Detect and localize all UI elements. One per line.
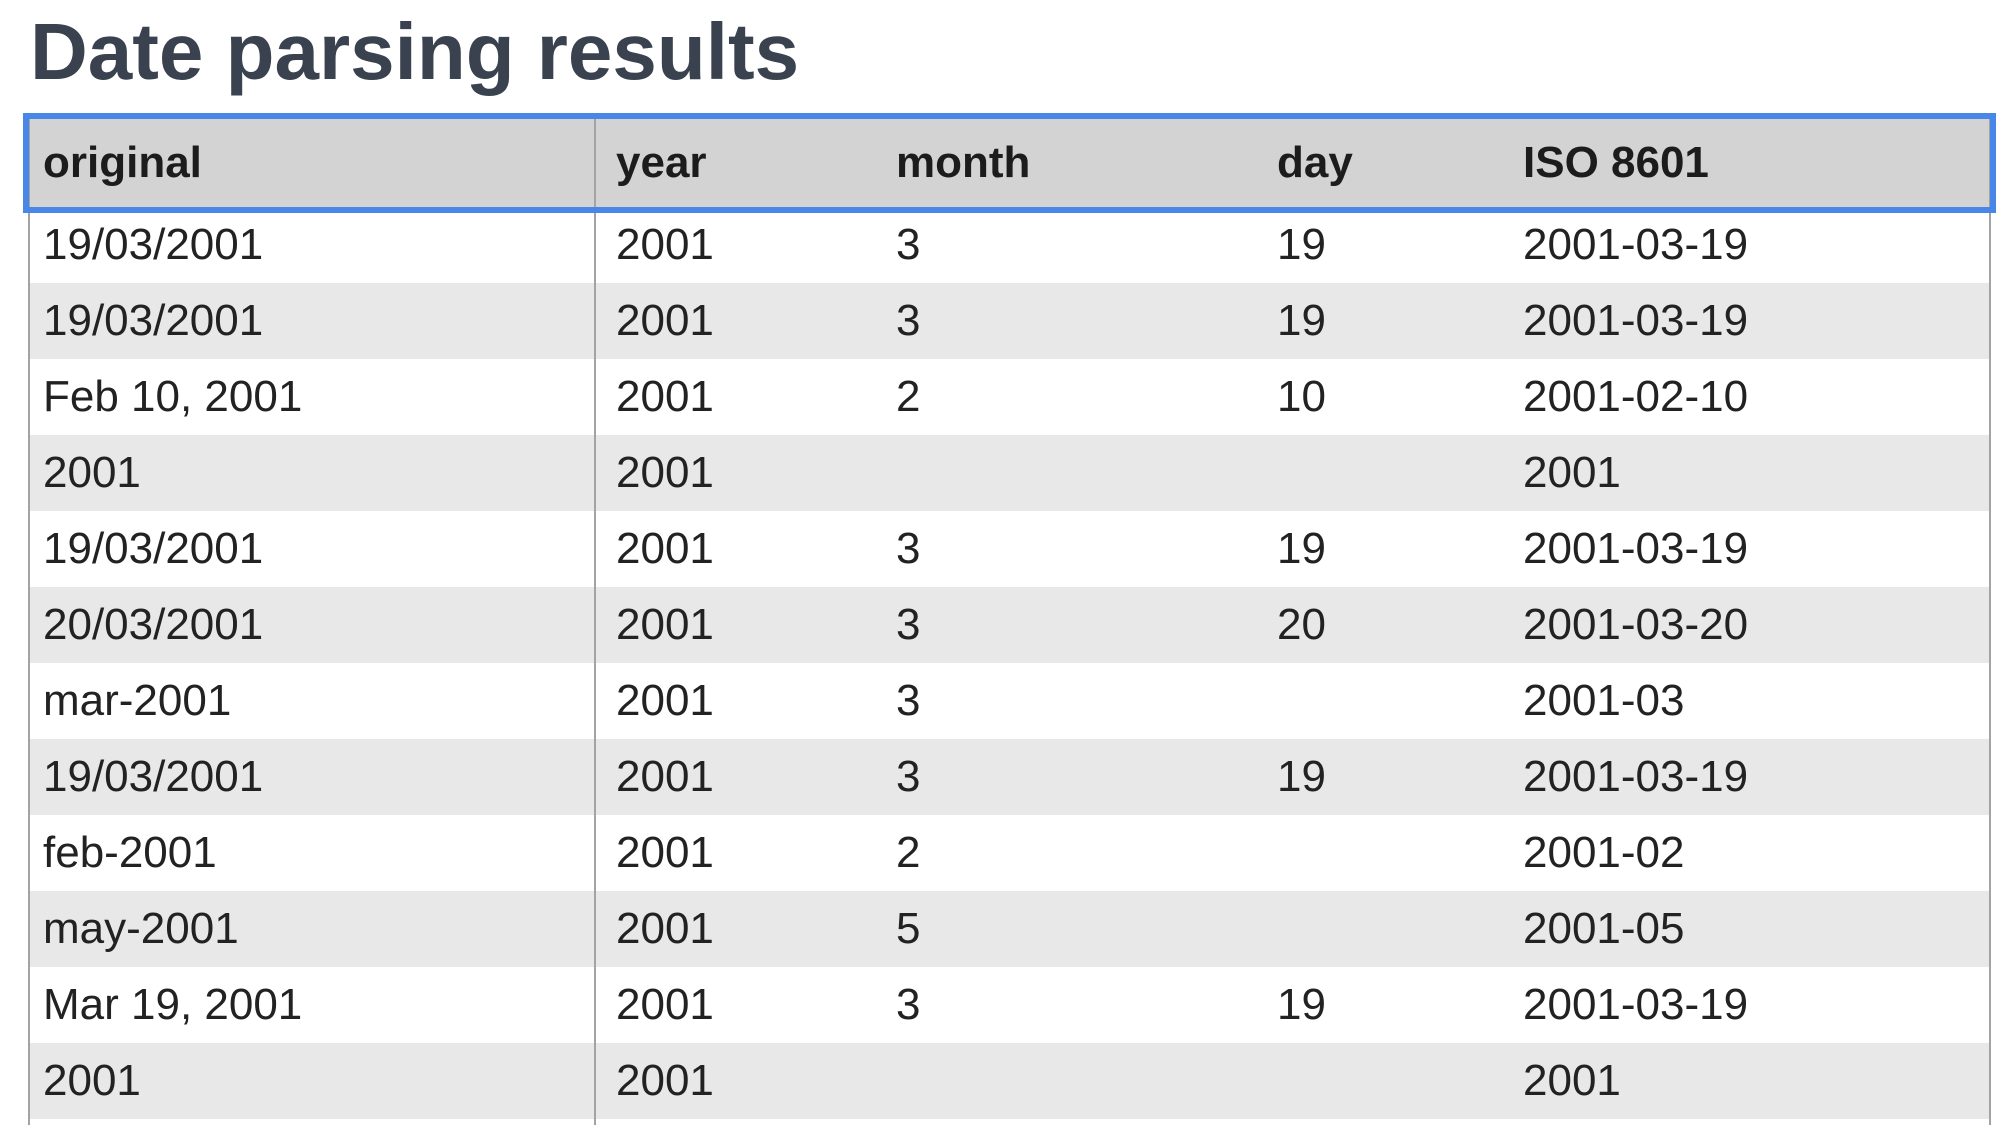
table-row: feb-2001 2001 2 2001-02: [29, 815, 1990, 891]
table-cell: 2001: [1523, 448, 1621, 497]
table-cell: 5: [896, 904, 921, 953]
table-cell: 3: [896, 296, 921, 345]
table-cell: 10: [1277, 372, 1326, 421]
table-cell: [1257, 1043, 1503, 1119]
table-cell: 2001: [616, 524, 714, 573]
table-cell: 2001: [1523, 1056, 1621, 1105]
table-cell: 2001-02-10: [1523, 372, 1749, 421]
table-cell: 19/03/2001: [29, 207, 596, 283]
table-cell: 2001-02: [1523, 828, 1685, 877]
table-cell: 2001: [616, 676, 714, 725]
table-row: Feb 10, 2001 2001 2 10 2001-02-10: [29, 359, 1990, 435]
table-cell: 2001: [616, 980, 714, 1029]
table-cell: 2001: [616, 448, 714, 497]
column-header-month: month: [896, 138, 1031, 187]
column-header-year: year: [616, 138, 707, 187]
column-header-original: original: [29, 119, 596, 207]
table-cell: 19/03/2001: [29, 739, 596, 815]
table-cell: [876, 1043, 1257, 1119]
table-cell: 2001: [616, 828, 714, 877]
page-title: Date parsing results: [30, 7, 800, 96]
table-cell: 3: [896, 524, 921, 573]
table-cell: 19/03/2001: [29, 283, 596, 359]
table-row: 2001 2001 2001: [29, 435, 1990, 511]
table-cell: 19: [1277, 296, 1326, 345]
table-cell: 2: [896, 372, 921, 421]
table-row-partial: [29, 1119, 1990, 1125]
column-header-iso8601: ISO 8601: [1523, 138, 1709, 187]
table-cell: [876, 1119, 1257, 1125]
table-cell: [1257, 891, 1503, 967]
table-cell: 3: [896, 220, 921, 269]
table-cell: feb-2001: [29, 815, 596, 891]
table-partial-row-container: [29, 1119, 1990, 1125]
table-row: 19/03/2001 2001 3 19 2001-03-19: [29, 207, 1990, 283]
table-cell: 19/03/2001: [29, 511, 596, 587]
table-cell: 3: [896, 600, 921, 649]
table-cell: 3: [896, 676, 921, 725]
table-cell: 19: [1277, 752, 1326, 801]
table-cell: 2001: [616, 372, 714, 421]
table-cell: 2001: [616, 1056, 714, 1105]
table-row: 19/03/2001 2001 3 19 2001-03-19: [29, 511, 1990, 587]
table-cell: 3: [896, 752, 921, 801]
table-cell: [1257, 815, 1503, 891]
table-row: 19/03/2001 2001 3 19 2001-03-19: [29, 739, 1990, 815]
table-row: 19/03/2001 2001 3 19 2001-03-19: [29, 283, 1990, 359]
table-cell: 19: [1277, 524, 1326, 573]
table-cell: 2001: [616, 600, 714, 649]
table-cell: [1257, 663, 1503, 739]
table-cell: [29, 1119, 596, 1125]
column-header-day: day: [1277, 138, 1353, 187]
table-cell: 2001-03-19: [1523, 296, 1749, 345]
table-cell: [595, 1119, 876, 1125]
table-cell: 2001: [29, 1043, 596, 1119]
table-cell: 2001: [616, 752, 714, 801]
table-cell: may-2001: [29, 891, 596, 967]
table-cell: 2001: [616, 296, 714, 345]
table-row: Mar 19, 2001 2001 3 19 2001-03-19: [29, 967, 1990, 1043]
table-cell: 3: [896, 980, 921, 1029]
table-cell: Mar 19, 2001: [29, 967, 596, 1043]
table-cell: 2001: [616, 904, 714, 953]
table-cell: 2001-03-20: [1523, 600, 1749, 649]
date-parsing-results-table: original year month day ISO 8601 19/03/2…: [23, 113, 1996, 1125]
table-row: mar-2001 2001 3 2001-03: [29, 663, 1990, 739]
table-cell: 2001-03-19: [1523, 220, 1749, 269]
table-cell: Feb 10, 2001: [29, 359, 596, 435]
table-row: 2001 2001 2001: [29, 1043, 1990, 1119]
table-cell: [876, 435, 1257, 511]
table-cell: [1257, 435, 1503, 511]
table-cell: 2001: [29, 435, 596, 511]
table-body: 19/03/2001 2001 3 19 2001-03-19 19/03/2001 200…: [29, 207, 1990, 1119]
table-header: original year month day ISO 8601: [23, 113, 1996, 213]
table-cell: 2: [896, 828, 921, 877]
table-cell: 2001-03: [1523, 676, 1685, 725]
table-cell: 20/03/2001: [29, 587, 596, 663]
table-cell: mar-2001: [29, 663, 596, 739]
table-row: 20/03/2001 2001 3 20 2001-03-20: [29, 587, 1990, 663]
table-cell: 2001-05: [1523, 904, 1685, 953]
table-cell: 19: [1277, 220, 1326, 269]
table-row: may-2001 2001 5 2001-05: [29, 891, 1990, 967]
table-header-row: original year month day ISO 8601: [23, 113, 1996, 213]
table-cell: [1503, 1119, 1990, 1125]
table-cell: 2001-03-19: [1523, 752, 1749, 801]
table-cell: [1257, 1119, 1503, 1125]
table-cell: 2001-03-19: [1523, 980, 1749, 1029]
table-cell: 2001-03-19: [1523, 524, 1749, 573]
table-cell: 19: [1277, 980, 1326, 1029]
table-cell: 20: [1277, 600, 1326, 649]
table-cell: 2001: [616, 220, 714, 269]
